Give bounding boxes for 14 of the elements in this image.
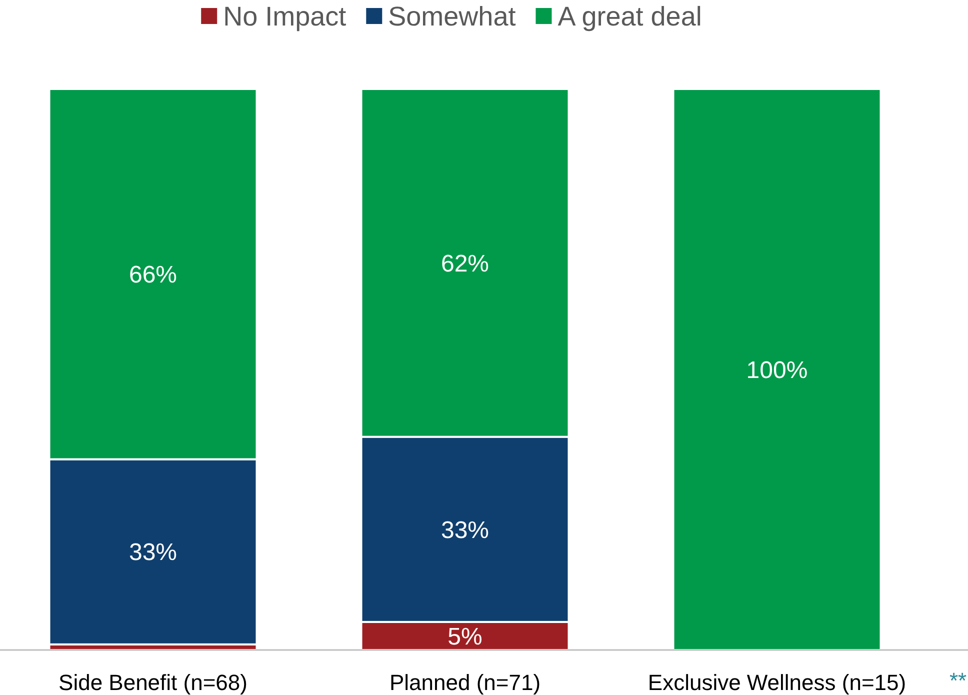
data-label: 33% [128,539,178,566]
data-label: 62% [440,250,490,278]
text: A great deal [558,1,702,32]
legend-label: Somewhat [388,1,516,32]
data-label: 5% [448,623,482,650]
data-label: 66% [128,262,178,289]
text: ** [949,668,967,693]
bar [672,88,882,651]
data-label: 33% [440,516,490,544]
x-tick-label: Exclusive Wellness (n=15) [648,670,906,695]
data-label: 100% [746,356,808,384]
x-tick-label: Planned (n=71) [389,670,541,695]
x-tick-label: Side Benefit (n=68) [58,670,248,695]
legend-label: No Impact [223,1,347,32]
